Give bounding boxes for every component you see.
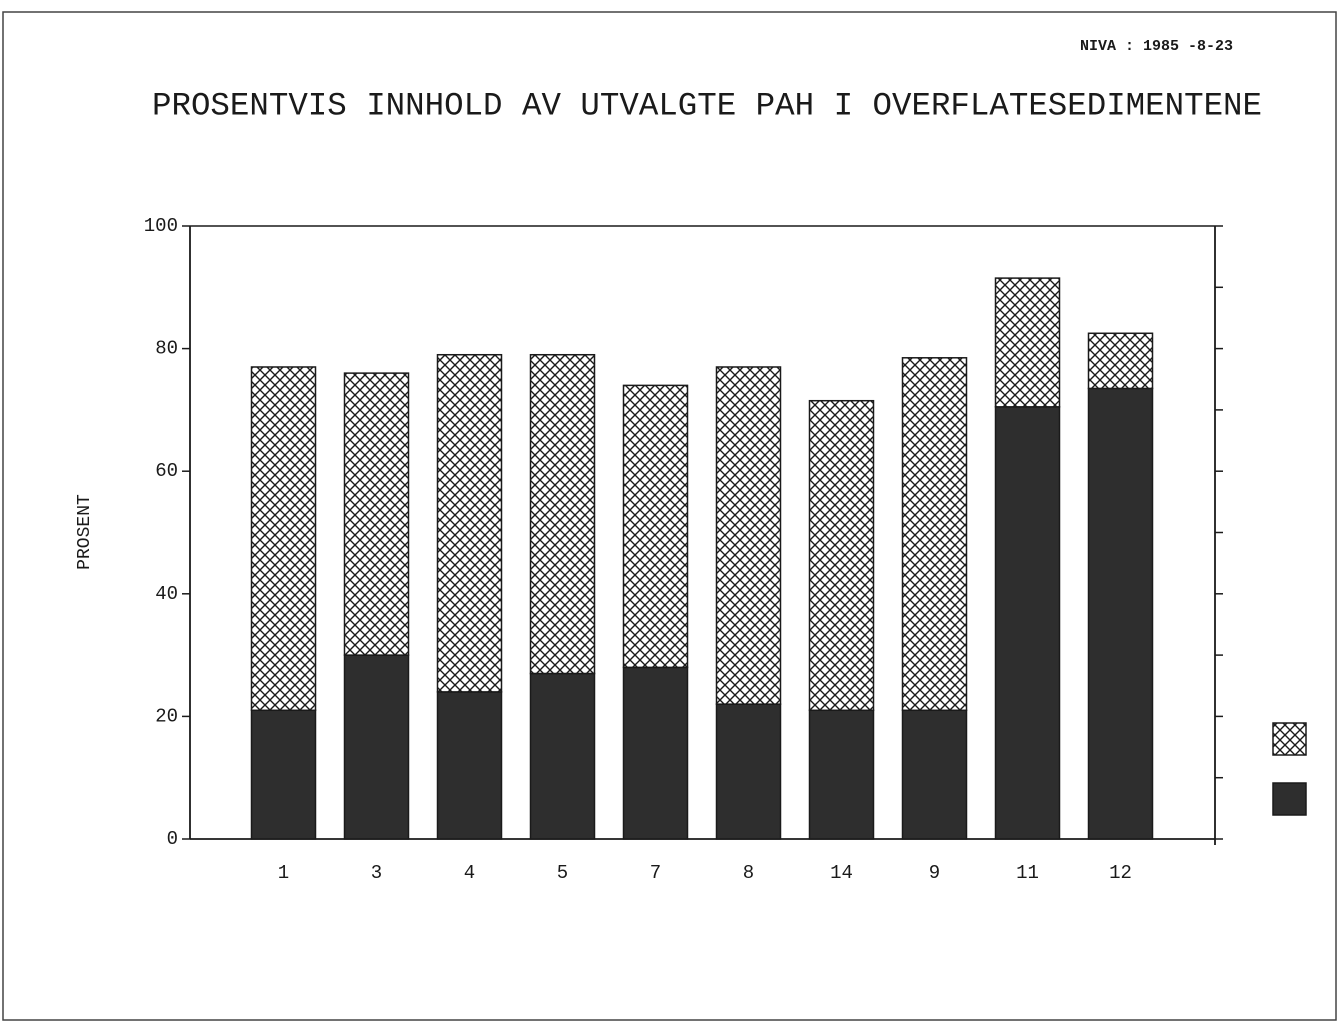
bar-segment: [529, 353, 596, 675]
x-tick-label: 12: [1109, 862, 1132, 884]
y-tick-label: 60: [155, 460, 178, 482]
bar-segment: [901, 709, 968, 840]
bar-segment: [715, 703, 782, 840]
bar-segment: [436, 353, 503, 693]
x-tick-label: 1: [278, 862, 289, 884]
bar-segment: [1087, 387, 1154, 840]
chart-title: PROSENTVIS INNHOLD AV UTVALGTE PAH I OVE…: [152, 87, 1262, 124]
bar-segment: [994, 277, 1061, 408]
legend-swatch: [1272, 722, 1307, 756]
bar-segment: [622, 384, 689, 669]
y-tick-label: 80: [155, 338, 178, 360]
x-tick-label: 11: [1016, 862, 1039, 884]
bar-segment: [715, 366, 782, 705]
bar-segment: [808, 709, 875, 840]
y-tick-label: 20: [155, 705, 178, 727]
legend-swatch: [1272, 782, 1307, 816]
bar-segment: [250, 366, 317, 712]
page-frame: [2, 11, 1337, 1021]
x-tick-label: 5: [557, 862, 568, 884]
bar-segment: [436, 691, 503, 840]
y-tick-label: 100: [144, 215, 178, 237]
x-tick-label: 8: [743, 862, 754, 884]
bar-segment: [343, 654, 410, 840]
header: NIVA : 1985 -8-23: [1080, 38, 1233, 55]
bar-segment: [1087, 332, 1154, 390]
y-tick-label: 40: [155, 583, 178, 605]
y-axis-label: PROSENT: [75, 494, 95, 570]
bar-segment: [808, 399, 875, 712]
x-tick-label: 9: [929, 862, 940, 884]
x-tick-label: 3: [371, 862, 382, 884]
bar-segment: [529, 672, 596, 840]
bar-segment: [250, 709, 317, 840]
x-tick-label: 7: [650, 862, 661, 884]
x-tick-label: 14: [830, 862, 853, 884]
bar-segment: [994, 406, 1061, 840]
bar-segment: [622, 666, 689, 840]
bar-segment: [343, 372, 410, 656]
x-tick-label: 4: [464, 862, 475, 884]
y-tick-label: 0: [167, 828, 178, 850]
bar-segment: [901, 357, 968, 712]
